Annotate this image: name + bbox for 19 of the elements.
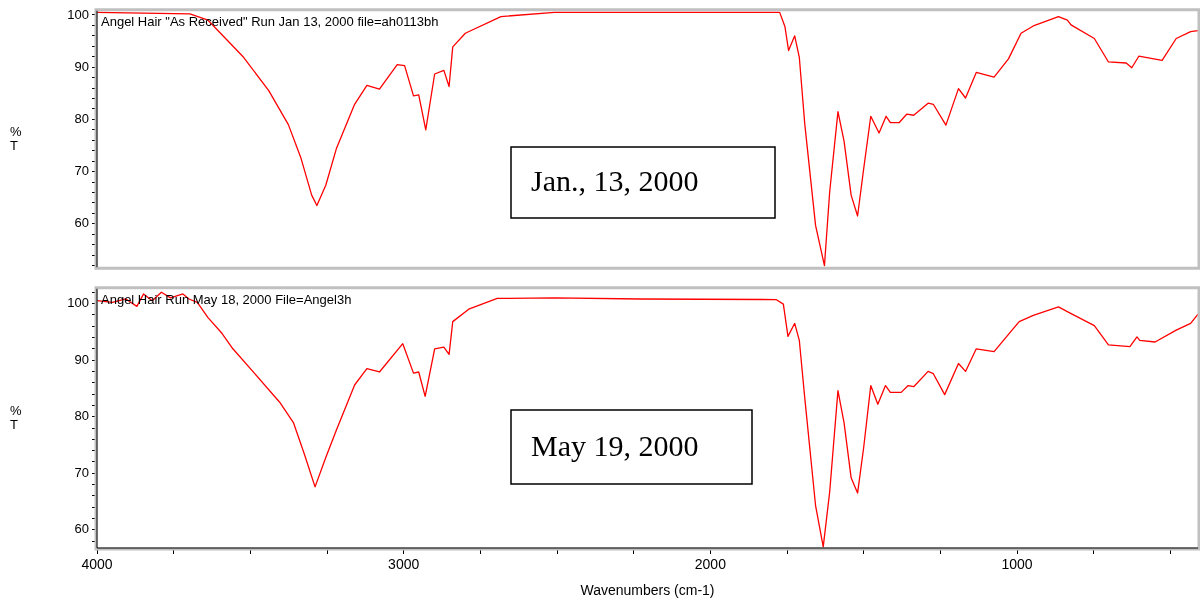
- y-tick-label: 90: [74, 351, 89, 367]
- y-tick-label: 60: [74, 521, 89, 537]
- x-tick-label: 1000: [1001, 556, 1033, 573]
- y-tick-label: 80: [74, 111, 89, 126]
- annotation: May 19, 2000: [531, 428, 699, 462]
- x-tick-label: 2000: [694, 556, 727, 573]
- x-tick-label: 3000: [388, 556, 420, 573]
- y-tick-label: 80: [74, 408, 89, 424]
- y-axis-title: % T: [10, 402, 22, 432]
- x-axis-title: Wavenumbers (cm-1): [580, 582, 715, 599]
- x-tick-label: 4000: [81, 556, 113, 573]
- y-tick-label: 100: [67, 6, 89, 22]
- y-tick-label: 90: [74, 58, 89, 74]
- y-tick-label: 70: [74, 163, 89, 179]
- y-tick-label: 70: [74, 464, 89, 480]
- y-axis-title: % T: [10, 123, 22, 153]
- y-tick-label: 100: [67, 295, 89, 311]
- annotation: Jan., 13, 2000: [531, 164, 699, 198]
- y-tick-label: 60: [74, 215, 89, 231]
